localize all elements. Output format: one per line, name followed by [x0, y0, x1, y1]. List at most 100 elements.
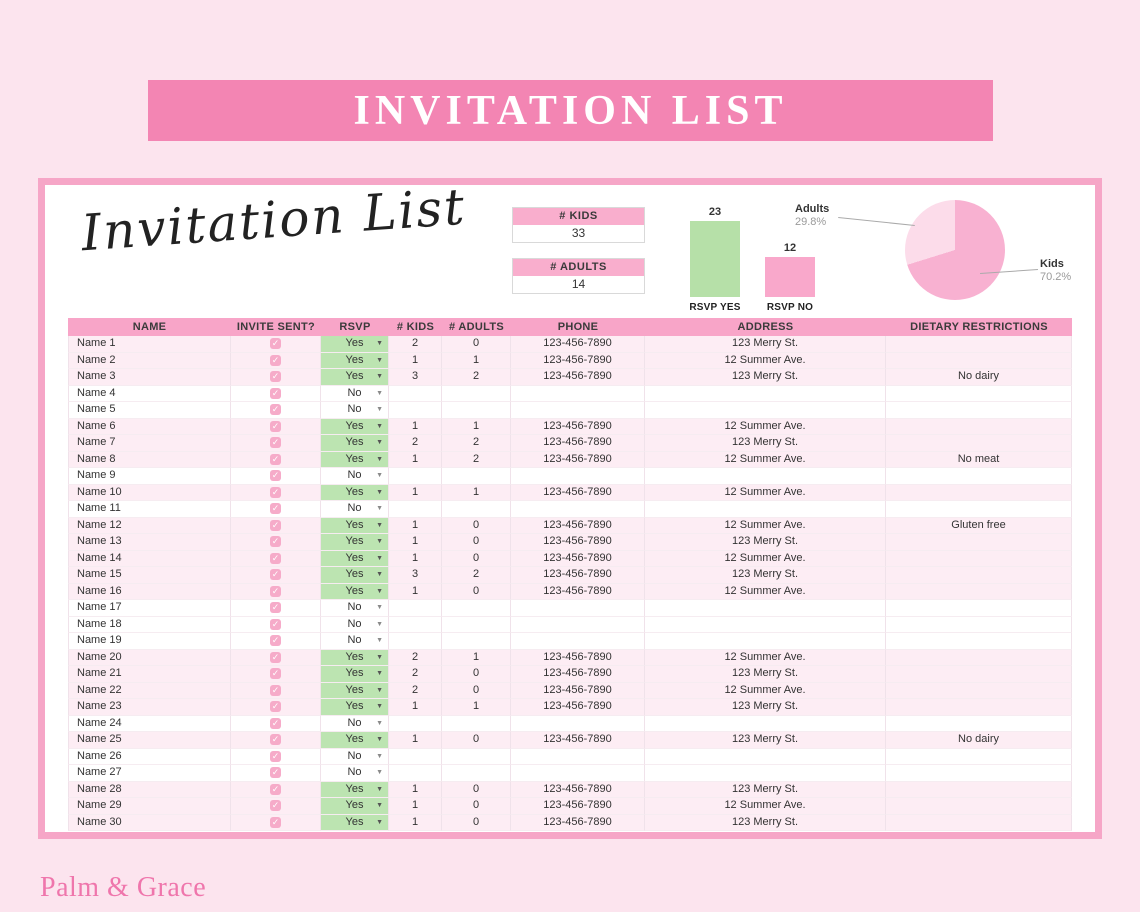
cell-phone[interactable]: [511, 468, 645, 485]
cell-address[interactable]: [645, 765, 886, 782]
cell-dietary[interactable]: No dairy: [886, 732, 1072, 749]
checkbox-checked-icon[interactable]: ✓: [270, 635, 281, 646]
rsvp-dropdown[interactable]: No ▼: [321, 468, 389, 485]
rsvp-dropdown[interactable]: Yes ▼: [321, 814, 389, 831]
rsvp-dropdown[interactable]: Yes ▼: [321, 369, 389, 386]
cell-kids[interactable]: [389, 616, 442, 633]
rsvp-dropdown[interactable]: Yes ▼: [321, 451, 389, 468]
cell-adults[interactable]: 1: [442, 418, 511, 435]
dropdown-arrow-icon[interactable]: ▼: [376, 488, 383, 496]
cell-adults[interactable]: [442, 616, 511, 633]
cell-kids[interactable]: [389, 385, 442, 402]
dropdown-arrow-icon[interactable]: ▼: [376, 422, 383, 430]
cell-phone[interactable]: [511, 501, 645, 518]
cell-phone[interactable]: 123-456-7890: [511, 781, 645, 798]
cell-name[interactable]: Name 23: [68, 699, 231, 716]
dropdown-arrow-icon[interactable]: ▼: [376, 538, 383, 545]
cell-dietary[interactable]: [886, 501, 1072, 518]
cell-adults[interactable]: 1: [442, 649, 511, 666]
cell-name[interactable]: Name 18: [68, 616, 231, 633]
cell-kids[interactable]: [389, 765, 442, 782]
checkbox-checked-icon[interactable]: ✓: [270, 552, 281, 564]
cell-name[interactable]: Name 1: [68, 336, 231, 353]
cell-kids[interactable]: [389, 501, 442, 518]
cell-address[interactable]: 123 Merry St.: [645, 666, 886, 683]
cell-kids[interactable]: 1: [389, 352, 442, 369]
cell-name[interactable]: Name 28: [68, 781, 231, 798]
checkbox-checked-icon[interactable]: ✓: [270, 437, 281, 448]
cell-phone[interactable]: 123-456-7890: [511, 336, 645, 353]
cell-phone[interactable]: 123-456-7890: [511, 369, 645, 386]
cell-kids[interactable]: [389, 748, 442, 765]
cell-phone[interactable]: [511, 600, 645, 617]
cell-phone[interactable]: 123-456-7890: [511, 814, 645, 831]
checkbox-checked-icon[interactable]: ✓: [270, 750, 281, 762]
cell-address[interactable]: 123 Merry St.: [645, 699, 886, 716]
rsvp-dropdown[interactable]: Yes ▼: [321, 336, 389, 353]
cell-kids[interactable]: 1: [389, 550, 442, 567]
cell-name[interactable]: Name 15: [68, 567, 231, 584]
cell-adults[interactable]: 0: [442, 583, 511, 600]
cell-address[interactable]: 12 Summer Ave.: [645, 798, 886, 815]
dropdown-arrow-icon[interactable]: ▼: [376, 587, 383, 595]
cell-phone[interactable]: 123-456-7890: [511, 798, 645, 815]
cell-address[interactable]: [645, 385, 886, 402]
cell-dietary[interactable]: [886, 699, 1072, 716]
cell-dietary[interactable]: [886, 633, 1072, 650]
cell-address[interactable]: [645, 748, 886, 765]
cell-adults[interactable]: 2: [442, 567, 511, 584]
cell-address[interactable]: [645, 501, 886, 518]
cell-kids[interactable]: 2: [389, 649, 442, 666]
cell-dietary[interactable]: [886, 534, 1072, 551]
cell-kids[interactable]: 1: [389, 451, 442, 468]
checkbox-checked-icon[interactable]: ✓: [270, 387, 281, 399]
cell-name[interactable]: Name 7: [68, 435, 231, 452]
dropdown-arrow-icon[interactable]: ▼: [376, 356, 383, 364]
cell-kids[interactable]: 1: [389, 781, 442, 798]
checkbox-checked-icon[interactable]: ✓: [270, 453, 281, 465]
dropdown-arrow-icon[interactable]: ▼: [376, 802, 383, 809]
cell-dietary[interactable]: [886, 616, 1072, 633]
cell-dietary[interactable]: [886, 814, 1072, 831]
cell-phone[interactable]: 123-456-7890: [511, 699, 645, 716]
cell-kids[interactable]: 1: [389, 583, 442, 600]
rsvp-dropdown[interactable]: No ▼: [321, 748, 389, 765]
cell-adults[interactable]: [442, 765, 511, 782]
dropdown-arrow-icon[interactable]: ▼: [376, 571, 383, 578]
cell-adults[interactable]: [442, 748, 511, 765]
cell-adults[interactable]: 0: [442, 550, 511, 567]
cell-address[interactable]: 123 Merry St.: [645, 567, 886, 584]
rsvp-dropdown[interactable]: No ▼: [321, 501, 389, 518]
cell-name[interactable]: Name 20: [68, 649, 231, 666]
rsvp-dropdown[interactable]: Yes ▼: [321, 567, 389, 584]
checkbox-checked-icon[interactable]: ✓: [270, 717, 281, 729]
cell-dietary[interactable]: [886, 649, 1072, 666]
checkbox-checked-icon[interactable]: ✓: [270, 618, 281, 630]
checkbox-checked-icon[interactable]: ✓: [270, 800, 281, 811]
rsvp-dropdown[interactable]: Yes ▼: [321, 781, 389, 798]
cell-dietary[interactable]: [886, 550, 1072, 567]
cell-kids[interactable]: 1: [389, 798, 442, 815]
rsvp-dropdown[interactable]: Yes ▼: [321, 517, 389, 534]
cell-name[interactable]: Name 12: [68, 517, 231, 534]
cell-adults[interactable]: 0: [442, 814, 511, 831]
rsvp-dropdown[interactable]: Yes ▼: [321, 682, 389, 699]
dropdown-arrow-icon[interactable]: ▼: [376, 670, 383, 677]
cell-name[interactable]: Name 19: [68, 633, 231, 650]
checkbox-checked-icon[interactable]: ✓: [270, 816, 281, 828]
cell-adults[interactable]: 0: [442, 732, 511, 749]
dropdown-arrow-icon[interactable]: ▼: [376, 505, 383, 512]
dropdown-arrow-icon[interactable]: ▼: [376, 637, 383, 644]
checkbox-checked-icon[interactable]: ✓: [270, 668, 281, 679]
cell-adults[interactable]: [442, 501, 511, 518]
cell-name[interactable]: Name 24: [68, 715, 231, 732]
cell-dietary[interactable]: [886, 600, 1072, 617]
cell-adults[interactable]: 1: [442, 352, 511, 369]
cell-phone[interactable]: 123-456-7890: [511, 682, 645, 699]
cell-kids[interactable]: [389, 468, 442, 485]
cell-address[interactable]: 12 Summer Ave.: [645, 418, 886, 435]
rsvp-dropdown[interactable]: No ▼: [321, 715, 389, 732]
cell-address[interactable]: 12 Summer Ave.: [645, 517, 886, 534]
cell-name[interactable]: Name 5: [68, 402, 231, 419]
cell-dietary[interactable]: [886, 484, 1072, 501]
